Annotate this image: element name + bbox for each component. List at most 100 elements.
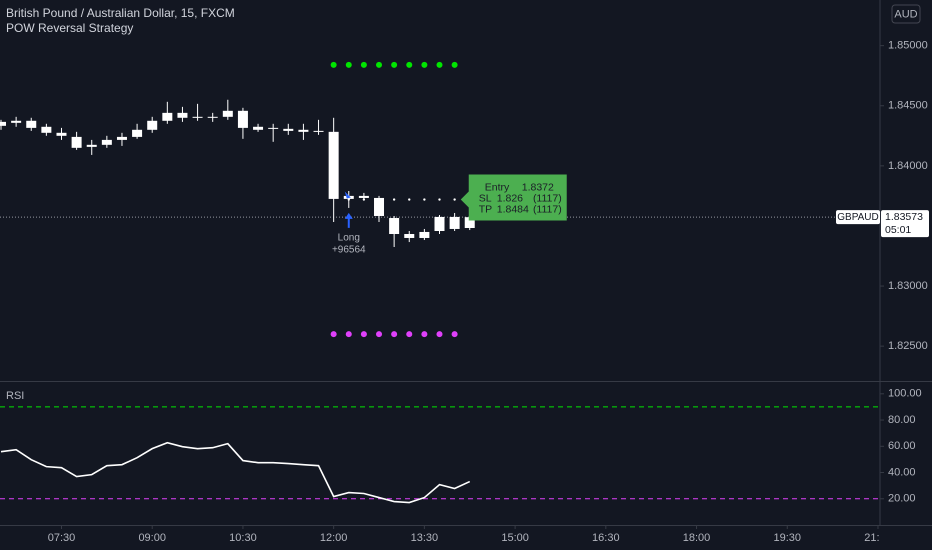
candle-body — [298, 129, 309, 132]
candle-body — [253, 126, 264, 130]
candle-body — [147, 120, 158, 130]
candle-body — [11, 120, 22, 123]
strategy-name: POW Reversal Strategy — [6, 21, 133, 35]
entry-marker — [344, 191, 351, 199]
rsi-line — [0, 441, 471, 504]
level-dot — [436, 331, 443, 338]
candle-body — [419, 231, 430, 238]
x-tick-label: 07:30 — [48, 532, 76, 544]
trade-label: Entry — [485, 181, 510, 193]
candle-body — [237, 110, 248, 128]
price-box — [881, 210, 929, 238]
candle-body — [101, 139, 112, 145]
trade-label: TP — [479, 203, 492, 215]
y-tick-label: 100.00 — [888, 388, 922, 400]
level-dot — [360, 331, 367, 338]
candle-body — [177, 112, 188, 118]
candle-body — [116, 136, 127, 140]
level-dot — [453, 198, 456, 201]
level-dot — [330, 331, 337, 338]
candle-body — [222, 110, 233, 117]
level-dot — [345, 61, 352, 68]
level-dot — [451, 331, 458, 338]
level-dot — [345, 331, 352, 338]
level-dot — [391, 331, 398, 338]
x-tick-label: 16:30 — [592, 532, 620, 544]
level-dot — [376, 61, 383, 68]
candle-body — [449, 216, 460, 229]
candle-body — [358, 195, 369, 198]
candle-body — [374, 197, 385, 216]
y-tick-label: 1.84500 — [888, 100, 928, 112]
trade-value: 1.8372 — [522, 181, 554, 193]
level-dot — [421, 61, 428, 68]
candle-body — [71, 136, 82, 148]
level-dot — [436, 61, 443, 68]
countdown-label: 05:01 — [885, 224, 911, 236]
candle-body — [328, 131, 339, 199]
candle-body — [192, 116, 203, 118]
time-axis: 07:30 09:00 10:30 12:00 13:30 15:00 16:30 18:00… — [48, 525, 892, 544]
y-tick-label: 1.82500 — [888, 340, 928, 352]
y-tick-label: 1.83000 — [888, 280, 928, 292]
rsi-title: RSI — [6, 390, 24, 402]
level-dot — [392, 198, 396, 201]
y-tick-label: 1.85000 — [888, 40, 928, 52]
signal-label: Long — [338, 233, 360, 244]
level-dot — [406, 331, 413, 338]
level-dot — [391, 61, 398, 68]
trade-box — [460, 174, 567, 221]
level-dot — [451, 61, 458, 68]
x-tick-label: 09:00 — [138, 532, 166, 544]
long-arrow — [344, 212, 353, 228]
level-dot — [377, 198, 381, 201]
candle-body — [268, 127, 279, 129]
candle-body — [283, 128, 294, 131]
y-tick-label: 60.00 — [888, 440, 916, 452]
candle-body — [313, 130, 324, 132]
level-dot — [360, 61, 367, 68]
x-tick-label: 10:30 — [229, 532, 257, 544]
trade-value: 1.8484 — [497, 203, 529, 215]
x-tick-label: 15:00 — [501, 532, 529, 544]
x-tick-label: 18:00 — [683, 532, 711, 544]
level-dot — [423, 198, 426, 201]
x-tick-label: 13:30 — [411, 532, 439, 544]
x-tick-label: 21:00 — [864, 532, 892, 544]
chart-title: British Pound / Australian Dollar, 15, F… — [6, 6, 235, 20]
candle-body — [56, 132, 67, 136]
candle-body — [434, 216, 445, 232]
trade-label: SL — [479, 192, 492, 204]
y-tick-label: 40.00 — [888, 466, 916, 478]
candle-body — [41, 126, 52, 133]
level-dot — [438, 198, 441, 201]
currency[interactable]: AUD — [894, 8, 917, 20]
x-tick-label: 12:00 — [320, 532, 348, 544]
level-dot — [406, 61, 413, 68]
candle-body — [26, 120, 37, 128]
symbol-box — [836, 210, 880, 225]
level-dot — [421, 331, 428, 338]
candle-body — [86, 144, 97, 147]
trade-qty: (1117) — [533, 203, 562, 215]
currency-box[interactable] — [891, 4, 921, 24]
candle-body — [207, 116, 218, 118]
symbol-label: GBPAUD — [837, 212, 879, 223]
candle-body — [404, 234, 415, 238]
candle-body — [132, 129, 143, 137]
candle-body — [0, 121, 7, 126]
signal-profit: +96564 — [332, 245, 366, 256]
level-dot — [347, 198, 350, 201]
candle-body — [162, 112, 173, 121]
level-dot — [362, 198, 366, 201]
candle-body — [389, 218, 400, 235]
y-tick-label: 80.00 — [888, 414, 916, 426]
trade-qty: (1117) — [533, 192, 562, 204]
level-dot — [376, 331, 383, 338]
level-dot — [330, 61, 337, 68]
last-price-label: 1.83573 — [885, 211, 923, 223]
x-tick-label: 19:30 — [773, 532, 801, 544]
level-dot — [408, 198, 411, 201]
